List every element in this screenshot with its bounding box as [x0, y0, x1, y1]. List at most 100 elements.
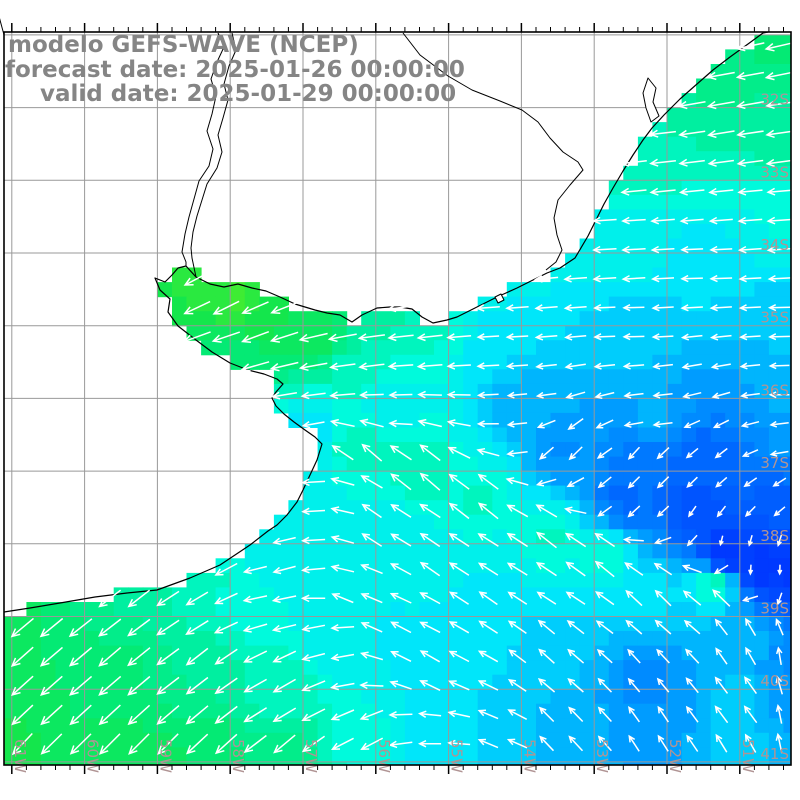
- field-cell: [259, 660, 275, 676]
- wind-arrow: [361, 503, 382, 519]
- coastline: [3, 31, 769, 613]
- field-cell: [550, 412, 566, 428]
- field-cell: [492, 340, 508, 356]
- field-cell: [259, 747, 275, 763]
- wind-arrow: [595, 620, 614, 635]
- field-cell: [317, 689, 333, 705]
- field-cell: [681, 151, 697, 167]
- wind-arrow: [182, 331, 211, 343]
- wind-arrow: [11, 675, 34, 697]
- wind-arrow: [185, 733, 209, 755]
- wind-arrow: [656, 505, 670, 518]
- wind-arrow: [568, 446, 583, 461]
- field-cell: [637, 398, 653, 414]
- field-cell: [186, 572, 202, 588]
- field-cell: [667, 689, 683, 705]
- field-cell: [550, 703, 566, 719]
- wind-arrow: [300, 391, 326, 400]
- field-cell: [579, 732, 595, 748]
- field-cell: [550, 529, 566, 545]
- field-cell: [783, 209, 791, 225]
- field-cell: [142, 718, 158, 734]
- field-cell: [768, 689, 784, 705]
- wind-arrow: [214, 592, 238, 605]
- field-cell: [361, 572, 377, 588]
- lat-label: 38S: [760, 527, 789, 545]
- field-cell: [667, 761, 683, 765]
- wind-arrow: [650, 274, 675, 283]
- field-cell: [783, 34, 791, 50]
- field-cell: [390, 427, 406, 443]
- wind-arrow: [243, 707, 267, 723]
- field-cell: [506, 660, 522, 676]
- wind-arrow: [776, 592, 783, 606]
- field-cell: [768, 340, 784, 356]
- field-cell: [768, 165, 784, 181]
- field-cell: [506, 369, 522, 385]
- field-cell: [536, 369, 552, 385]
- field-cell: [783, 412, 791, 428]
- field-cell: [346, 383, 362, 399]
- field-cell: [536, 602, 552, 618]
- field-cell: [754, 500, 770, 516]
- field-cell: [4, 674, 13, 690]
- field-cell: [230, 645, 246, 661]
- wind-arrow: [329, 391, 356, 400]
- field-cell: [346, 500, 362, 516]
- field-cell: [565, 747, 581, 763]
- wind-arrow: [508, 649, 527, 664]
- field-cell: [725, 761, 741, 765]
- field-cell: [346, 689, 362, 705]
- field-cell: [346, 761, 362, 765]
- field-cell: [667, 427, 683, 443]
- field-cell: [463, 543, 479, 559]
- field-cell: [317, 514, 333, 530]
- wind-arrow: [388, 419, 413, 428]
- field-cell: [303, 718, 319, 734]
- field-cell: [739, 194, 755, 210]
- field-cell: [550, 543, 566, 559]
- wind-arrow: [478, 620, 499, 634]
- field-cell: [172, 761, 188, 765]
- wind-arrow: [767, 304, 791, 312]
- field-cell: [739, 340, 755, 356]
- field-cell: [317, 427, 333, 443]
- field-cell: [404, 340, 420, 356]
- field-cell: [667, 122, 683, 138]
- field-cell: [172, 674, 188, 690]
- field-cell: [332, 631, 348, 647]
- field-cell: [739, 107, 755, 123]
- field-cell: [739, 485, 755, 501]
- field-cell: [667, 558, 683, 574]
- field-cell: [768, 78, 784, 94]
- field-cell: [710, 78, 726, 94]
- field-cell: [521, 543, 537, 559]
- field-cell: [434, 412, 450, 428]
- field-cell: [637, 471, 653, 487]
- field-cell: [390, 718, 406, 734]
- field-cell: [201, 761, 217, 765]
- wind-arrow: [477, 473, 499, 490]
- field-cell: [332, 456, 348, 472]
- field-cell: [404, 427, 420, 443]
- field-cell: [84, 718, 100, 734]
- field-cell: [4, 660, 13, 676]
- field-cell: [725, 136, 741, 152]
- wind-arrow: [743, 477, 758, 488]
- wind-arrow: [537, 677, 556, 693]
- field-cell: [492, 732, 508, 748]
- wind-arrow: [686, 534, 698, 547]
- wind-arrow: [741, 595, 759, 603]
- field-cell: [739, 427, 755, 443]
- field-cell: [273, 660, 289, 676]
- field-cell: [113, 689, 129, 705]
- wind-arrow: [301, 478, 326, 487]
- wind-arrow: [477, 709, 499, 720]
- field-cell: [215, 311, 231, 327]
- field-cell: [652, 311, 668, 327]
- field-cell: [637, 703, 653, 719]
- field-cell: [667, 456, 683, 472]
- field-cell: [434, 340, 450, 356]
- field-cell: [608, 718, 624, 734]
- field-cell: [521, 761, 537, 765]
